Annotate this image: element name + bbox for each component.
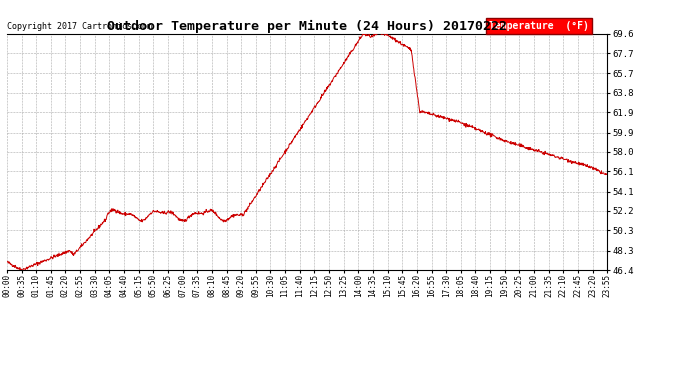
Text: Copyright 2017 Cartronics.com: Copyright 2017 Cartronics.com: [7, 22, 152, 32]
Text: Temperature  (°F): Temperature (°F): [489, 21, 589, 32]
Title: Outdoor Temperature per Minute (24 Hours) 20170222: Outdoor Temperature per Minute (24 Hours…: [107, 20, 507, 33]
